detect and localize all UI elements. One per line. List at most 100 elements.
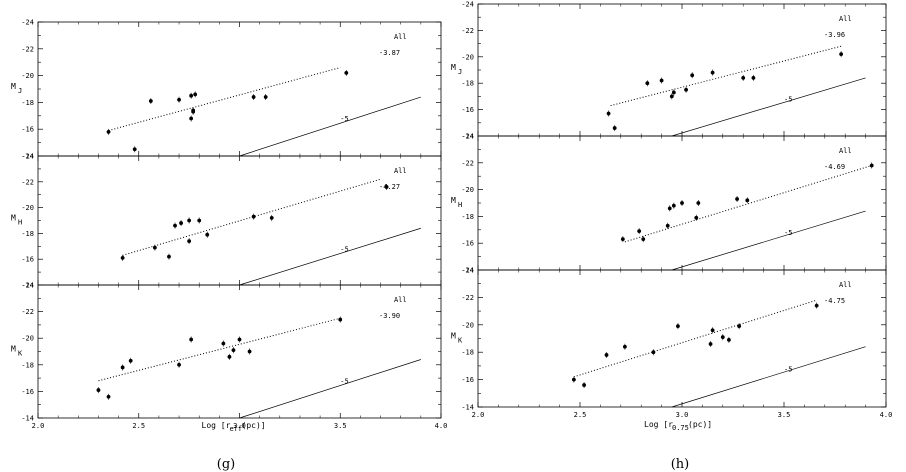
- panel-frame: [37, 21, 442, 157]
- fit-line: [122, 178, 381, 256]
- data-point: [120, 256, 125, 260]
- x-axis-label: Log [r eff (pc)]: [202, 421, 266, 433]
- y-tick-label: -16: [461, 106, 474, 114]
- x-tick-label: 2.5: [132, 422, 145, 430]
- fit-slope-label: -3.96: [824, 31, 845, 39]
- y-tick-label: -14: [21, 415, 34, 423]
- x-tick-label: 2.5: [574, 411, 587, 419]
- data-point: [247, 349, 252, 354]
- y-tick-label: -16: [21, 126, 34, 134]
- figure-caption: (h): [671, 457, 690, 472]
- data-point: [197, 218, 202, 223]
- data-point: [148, 99, 153, 103]
- data-point: [227, 354, 232, 359]
- x-tick-label: 3.5: [334, 422, 347, 430]
- panel-frame: [477, 269, 887, 408]
- x-axis-label: Log [r 0.75 (pc)]: [644, 420, 712, 432]
- panel-frame: [37, 284, 442, 419]
- y-axis-label-sub: J: [458, 68, 462, 76]
- all-label: All: [394, 296, 407, 304]
- x-axis-label-tail: (pc)]: [688, 420, 712, 429]
- data-point: [177, 97, 181, 102]
- panel-mk: -24-22-20-18-16-142.0 2.5 3.0 3.5 4.0M K-5All…: [11, 282, 447, 431]
- data-point: [179, 221, 183, 225]
- y-axis-label-sub: J: [18, 87, 22, 95]
- data-point: [667, 206, 672, 211]
- x-tick-label: 3.0: [676, 411, 689, 419]
- panel-mh: -24 -22 -20 -18 -16 -14 M H -5 All -4.69: [451, 133, 887, 275]
- reference-slope-label: -5: [784, 96, 792, 104]
- y-tick-label: -14: [461, 267, 474, 275]
- data-point: [684, 87, 688, 92]
- x-axis-label-main: Log [r: [202, 421, 231, 430]
- data-point: [187, 218, 192, 223]
- x-tick-label: 2.0: [32, 422, 45, 430]
- data-point: [604, 353, 609, 357]
- x-tick-label: 2.0: [472, 411, 485, 419]
- data-point: [645, 81, 650, 86]
- data-point: [676, 324, 680, 329]
- y-tick-label: -22: [21, 308, 34, 316]
- data-point: [187, 239, 192, 244]
- y-tick-label: -20: [21, 204, 34, 212]
- y-tick-label: -16: [21, 256, 34, 264]
- data-point: [665, 223, 670, 228]
- data-point: [641, 237, 646, 242]
- fit-slope-label: -3.87: [379, 49, 400, 57]
- all-label: All: [839, 15, 852, 23]
- data-point: [231, 348, 236, 353]
- y-tick-label: -22: [21, 45, 34, 53]
- data-point: [659, 78, 664, 83]
- data-point: [152, 245, 157, 250]
- data-point: [106, 394, 111, 399]
- fit-slope-label: -4.69: [824, 163, 845, 171]
- all-label: All: [839, 281, 852, 289]
- data-point: [269, 216, 274, 220]
- y-tick-label: -16: [461, 376, 474, 384]
- y-tick-label: -24: [461, 267, 474, 275]
- y-tick-label: -24: [461, 133, 474, 141]
- fit-line: [610, 45, 842, 107]
- data-point: [839, 52, 844, 57]
- fit-slope-label: -4.27: [379, 183, 400, 191]
- y-axis-label-sub: K: [18, 350, 23, 358]
- y-tick-label: -14: [461, 133, 474, 141]
- data-point: [120, 365, 125, 370]
- data-point: [710, 70, 715, 75]
- y-tick-label: -24: [21, 153, 34, 161]
- y-axis-label: M: [11, 82, 16, 91]
- y-tick-label: -20: [21, 72, 34, 80]
- data-point: [669, 94, 674, 99]
- data-point: [606, 111, 611, 116]
- fit-line: [573, 299, 817, 378]
- fit-line: [108, 67, 341, 132]
- y-tick-label: -22: [461, 27, 474, 35]
- data-point: [177, 362, 181, 367]
- y-axis-label-sub: H: [18, 219, 22, 227]
- y-tick-label: -20: [461, 53, 474, 61]
- y-tick-label: -24: [461, 1, 474, 9]
- data-point: [671, 90, 676, 95]
- reference-line: [239, 227, 421, 286]
- panel-frame: [37, 155, 442, 286]
- data-point: [128, 358, 133, 363]
- y-tick-label: -22: [21, 178, 34, 186]
- data-point: [106, 129, 111, 134]
- x-tick-label: 4.0: [435, 422, 448, 430]
- data-point: [737, 324, 742, 329]
- data-point: [384, 185, 389, 189]
- data-point: [814, 303, 819, 308]
- y-tick-label: -18: [461, 349, 474, 357]
- reference-line: [239, 359, 421, 419]
- y-axis-label: M: [11, 214, 16, 223]
- panel-frame: [477, 3, 887, 137]
- x-axis-label-sub: eff: [230, 425, 243, 433]
- data-point: [745, 198, 750, 203]
- data-point: [671, 203, 676, 208]
- data-point: [690, 73, 695, 78]
- y-tick-label: -18: [21, 230, 34, 238]
- figure-caption: (g): [217, 457, 235, 472]
- fit-line: [98, 317, 341, 382]
- panel-mj: -24 -22 -20 -18 -16 -14 M J -5 All -3.87: [11, 19, 442, 161]
- data-point: [344, 71, 349, 75]
